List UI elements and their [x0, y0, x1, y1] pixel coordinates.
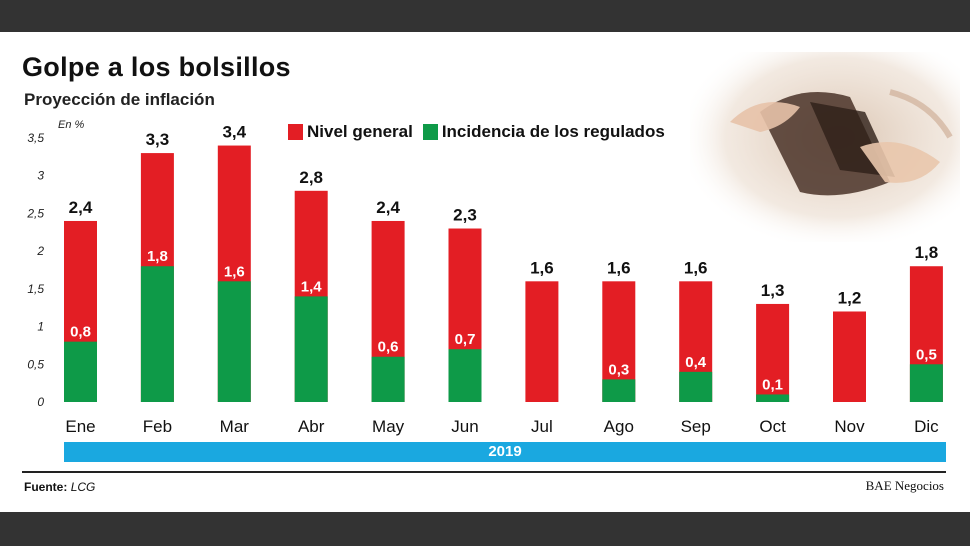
x-tick-label: May — [372, 417, 405, 436]
data-label-regulated: 0,1 — [762, 376, 783, 393]
bar-regulated-jun — [448, 349, 482, 402]
data-label-general: 1,6 — [607, 258, 631, 277]
x-tick-label: Jun — [451, 417, 478, 436]
data-label-regulated: 1,8 — [147, 248, 168, 265]
data-label-regulated: 0,4 — [685, 354, 707, 371]
bar-regulated-sep — [679, 371, 713, 402]
publisher-credit: BAE Negocios — [865, 478, 944, 493]
data-label-general: 1,6 — [530, 258, 554, 277]
bar-regulated-may — [371, 356, 405, 402]
x-tick-label: Abr — [298, 417, 325, 436]
bar-general-nov — [833, 311, 866, 402]
footer-divider — [22, 471, 946, 473]
data-label-regulated: 0,8 — [70, 324, 91, 341]
wallet-photo-icon — [690, 52, 960, 242]
data-label-general: 3,3 — [146, 130, 170, 149]
y-axis-unit: En % — [58, 119, 85, 131]
bar-general-oct — [756, 303, 790, 402]
data-label-general: 3,4 — [222, 123, 246, 142]
data-label-general: 2,4 — [69, 198, 93, 217]
data-label-regulated: 1,4 — [301, 278, 323, 295]
chart-subtitle: Proyección de inflación — [24, 90, 215, 109]
x-tick-label: Feb — [143, 417, 172, 436]
y-tick-label: 3,5 — [27, 131, 44, 145]
source-value: LCG — [70, 480, 96, 494]
legend-label-general: Nivel general — [307, 122, 413, 141]
bar-regulated-abr — [294, 296, 328, 402]
page-title: Golpe a los bolsillos — [22, 52, 291, 82]
infographic-card: Golpe a los bolsillos Proyección de infl… — [0, 32, 970, 512]
y-tick-label: 3 — [37, 169, 44, 183]
bottom-letterbox — [0, 512, 970, 546]
data-label-regulated: 1,6 — [224, 263, 245, 280]
data-label-general: 2,8 — [299, 168, 323, 187]
data-label-general: 1,6 — [684, 258, 708, 277]
x-tick-label: Jul — [531, 417, 553, 436]
data-label-regulated: 0,7 — [455, 331, 476, 348]
x-tick-label: Dic — [914, 417, 939, 436]
bar-regulated-ene — [64, 341, 97, 402]
x-tick-label: Oct — [759, 417, 786, 436]
data-label-general: 2,4 — [376, 198, 400, 217]
y-tick-label: 1,5 — [27, 282, 44, 296]
y-tick-label: 2,5 — [26, 206, 44, 220]
y-tick-label: 0 — [37, 395, 44, 409]
x-tick-label: Sep — [681, 417, 711, 436]
legend-swatch-general — [288, 124, 303, 140]
bar-regulated-ago — [602, 379, 636, 402]
legend-item-regulated: Incidencia de los regulados — [422, 122, 665, 142]
source-label: Fuente: — [24, 480, 68, 494]
data-label-regulated: 0,6 — [378, 339, 399, 356]
top-letterbox — [0, 0, 970, 32]
bar-general-jul — [525, 281, 559, 402]
inflation-bar-chart: 0 0,5 1 1,5 2 2,5 3 3,5 0,8 2,4 Ene 1,8 3,3 Feb 1,6 3,4… — [26, 123, 943, 436]
source-note: Fuente: LCG — [24, 480, 95, 494]
x-tick-label: Ene — [65, 417, 95, 436]
y-tick-label: 0,5 — [27, 357, 44, 371]
data-label-general: 1,3 — [761, 281, 785, 300]
x-tick-label: Ago — [604, 417, 634, 436]
bar-regulated-dic — [909, 364, 943, 402]
bar-regulated-feb — [140, 266, 174, 402]
data-label-general: 1,2 — [838, 288, 862, 307]
y-tick-label: 1 — [37, 320, 44, 334]
year-band: 2019 — [64, 442, 946, 462]
data-label-regulated: 0,5 — [916, 346, 937, 363]
legend-swatch-regulated — [422, 124, 438, 140]
bar-regulated-mar — [217, 281, 251, 402]
legend-item-general: Nivel general — [288, 122, 413, 142]
chart-legend: Nivel general Incidencia de los regulado… — [280, 117, 673, 147]
legend-label-regulated: Incidencia de los regulados — [441, 122, 665, 141]
data-label-general: 2,3 — [453, 206, 477, 225]
x-tick-label: Mar — [220, 417, 250, 436]
data-label-regulated: 0,3 — [608, 361, 629, 378]
data-label-general: 1,8 — [915, 243, 939, 262]
y-tick-label: 2 — [36, 244, 44, 258]
x-tick-label: Nov — [834, 417, 865, 436]
bar-regulated-oct — [756, 394, 790, 402]
